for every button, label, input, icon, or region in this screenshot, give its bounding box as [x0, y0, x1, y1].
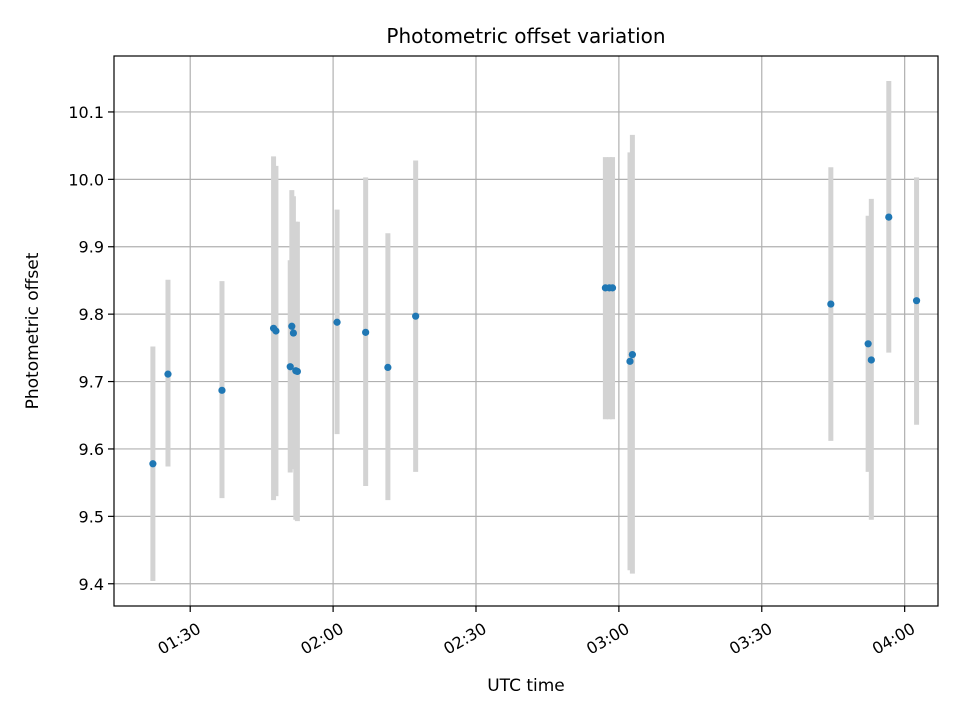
- data-points: [149, 213, 921, 468]
- data-point: [218, 386, 226, 394]
- y-tick-label: 9.8: [79, 305, 104, 324]
- y-tick-label: 10.0: [68, 170, 104, 189]
- y-tick-label: 9.4: [79, 575, 104, 594]
- chart-title: Photometric offset variation: [386, 24, 665, 48]
- data-point: [867, 356, 875, 364]
- data-point: [608, 284, 617, 292]
- data-point: [333, 318, 341, 326]
- data-point: [272, 327, 280, 335]
- data-point: [912, 297, 921, 305]
- data-point: [362, 328, 370, 336]
- y-tick-label: 10.1: [68, 103, 104, 122]
- data-point: [384, 363, 392, 371]
- y-axis-label: Photometric offset: [23, 252, 43, 409]
- data-point: [286, 363, 294, 371]
- data-point: [149, 460, 157, 468]
- data-point: [626, 357, 634, 365]
- y-axis: 9.4 9.5 9.6 9.7 9.8 9.9 10.0 10.1: [68, 103, 114, 594]
- y-tick-label: 9.6: [79, 440, 104, 459]
- data-point: [289, 329, 298, 337]
- plot-frame: [113, 55, 939, 607]
- data-point: [293, 367, 301, 376]
- data-point: [164, 370, 172, 378]
- data-point: [628, 350, 636, 359]
- data-point: [885, 213, 893, 221]
- data-point: [827, 300, 835, 308]
- y-tick-label: 9.7: [79, 373, 104, 392]
- grid: [114, 56, 938, 606]
- data-point: [412, 312, 420, 320]
- data-point: [864, 340, 872, 348]
- y-tick-label: 9.9: [79, 238, 104, 257]
- data-point: [288, 322, 296, 330]
- x-axis-label: UTC time: [487, 676, 565, 696]
- y-tick-label: 9.5: [79, 507, 104, 526]
